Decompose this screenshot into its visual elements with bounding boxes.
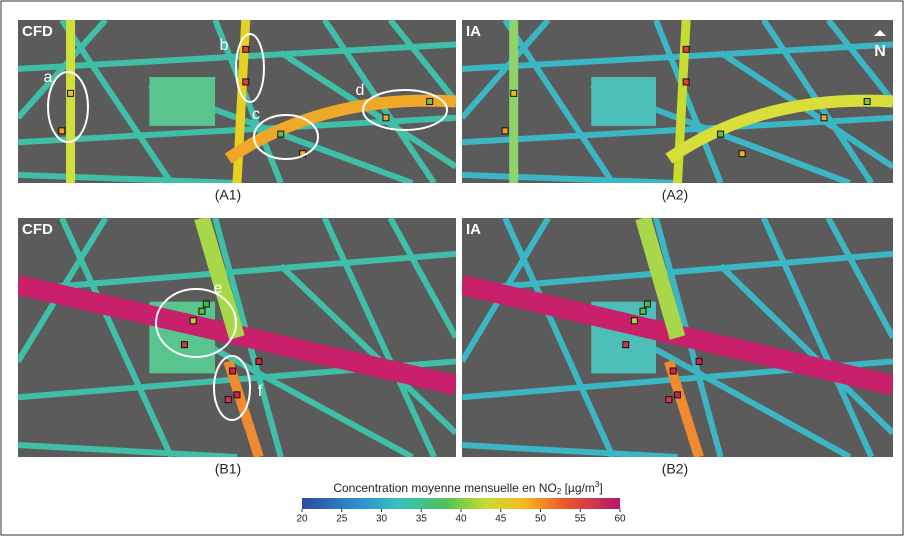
sensor [383, 115, 389, 121]
colorbar-tick-label: 40 [455, 514, 467, 525]
sensor [427, 99, 433, 105]
sensor [243, 46, 249, 52]
open-space [149, 77, 215, 126]
open-space [591, 77, 656, 126]
map-panel [18, 218, 456, 457]
figure: CFD (A1) IA (A2) CFD (B1) IA (B2) a b c d e f N Concen… [0, 0, 904, 536]
sensor [511, 90, 517, 96]
colorbar-tick-label: 50 [535, 514, 547, 525]
sensor [256, 358, 262, 364]
sensor [243, 79, 249, 85]
sensor [225, 397, 231, 403]
annotation: e [214, 280, 223, 297]
map-panel [462, 20, 893, 183]
sensor [739, 151, 745, 157]
sensor [68, 90, 74, 96]
sensor [670, 368, 676, 374]
map-panel [18, 20, 456, 183]
panel-label: (A2) [662, 187, 688, 203]
maps [18, 20, 893, 457]
colorbar-title: Concentration moyenne mensuelle en NO2 [… [333, 480, 602, 496]
sensor [683, 46, 689, 52]
colorbar-tick-label: 30 [376, 514, 388, 525]
colorbar-tick-label: 55 [575, 514, 587, 525]
sensor [666, 397, 672, 403]
model-label: CFD [22, 221, 53, 238]
model-label: IA [466, 23, 481, 40]
colorbar-tick-label: 25 [336, 514, 348, 525]
colorbar [302, 498, 620, 509]
sensor [631, 318, 637, 324]
panel-label: (B2) [662, 461, 688, 477]
north-label: N [874, 43, 886, 60]
annotation: a [44, 69, 53, 86]
sensor [821, 115, 827, 121]
annotation: f [258, 383, 263, 400]
colorbar-tick-label: 45 [495, 514, 507, 525]
sensor [640, 308, 646, 314]
sensor [644, 301, 650, 307]
annotation: b [220, 37, 229, 54]
colorbar-tick-label: 35 [416, 514, 428, 525]
sensor [203, 301, 209, 307]
colorbar-tick-label: 60 [614, 514, 626, 525]
colorbar-tick-label: 20 [296, 514, 308, 525]
sensor [696, 358, 702, 364]
sensor [278, 131, 284, 137]
sensor [234, 392, 240, 398]
sensor [675, 392, 681, 398]
sensor [718, 131, 724, 137]
map-panel [462, 218, 893, 457]
model-label: CFD [22, 23, 53, 40]
sensor [190, 318, 196, 324]
model-label: IA [466, 221, 481, 238]
annotation: c [252, 106, 260, 123]
sensor [199, 308, 205, 314]
colorbar-ticks: 20 25 30 35 40 45 50 55 60 [296, 509, 626, 525]
sensor [864, 99, 870, 105]
panel-label: (A1) [215, 187, 241, 203]
sensor [683, 79, 689, 85]
sensor [59, 128, 65, 134]
panel-label: (B1) [215, 461, 241, 477]
sensor [230, 368, 236, 374]
sensor [623, 342, 629, 348]
annotation: d [356, 82, 365, 99]
sensor [502, 128, 508, 134]
sensor [181, 342, 187, 348]
